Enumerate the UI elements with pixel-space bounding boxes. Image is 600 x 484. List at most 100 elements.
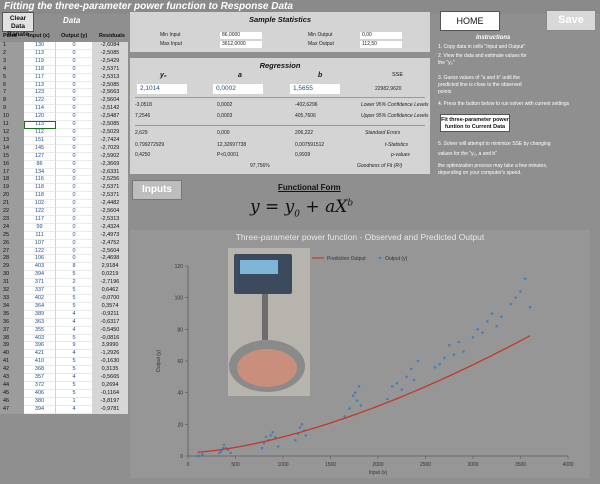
input-cell[interactable]: 113 xyxy=(24,49,56,58)
output-cell[interactable]: 4 xyxy=(56,350,92,359)
output-cell[interactable]: 0 xyxy=(56,160,92,169)
input-cell[interactable]: 410 xyxy=(24,358,56,367)
output-cell[interactable]: 0 xyxy=(56,247,92,256)
output-cell[interactable]: 0 xyxy=(56,105,92,114)
input-cell[interactable]: 145 xyxy=(24,144,56,153)
output-cell[interactable]: 0 xyxy=(56,144,92,153)
input-cell[interactable]: 118 xyxy=(24,192,56,201)
input-cell[interactable]: 122 xyxy=(24,247,56,256)
input-cell[interactable]: 403 xyxy=(24,263,56,272)
input-cell[interactable]: 355 xyxy=(24,326,56,335)
fit-function-button[interactable]: Fit three-parameter power funtion to Cur… xyxy=(440,114,510,132)
output-cell[interactable]: 4 xyxy=(56,326,92,335)
input-cell[interactable]: 421 xyxy=(24,350,56,359)
input-cell[interactable]: 122 xyxy=(24,97,56,106)
output-cell[interactable]: 8 xyxy=(56,263,92,272)
output-cell[interactable]: 0 xyxy=(56,89,92,98)
output-cell[interactable]: 0 xyxy=(56,215,92,224)
output-cell[interactable]: 0 xyxy=(56,239,92,248)
input-cell[interactable]: 402 xyxy=(24,295,56,303)
output-cell[interactable]: 4 xyxy=(56,310,92,319)
input-cell[interactable]: 396 xyxy=(24,342,56,351)
input-cell[interactable]: 151 xyxy=(24,136,56,145)
input-cell[interactable]: 113 xyxy=(24,121,56,129)
output-cell[interactable]: 0 xyxy=(56,49,92,58)
save-button[interactable]: Save xyxy=(546,10,596,31)
input-cell[interactable]: 357 xyxy=(24,374,56,382)
output-cell[interactable]: 0 xyxy=(56,57,92,66)
output-cell[interactable]: 4 xyxy=(56,374,92,382)
input-cell[interactable]: 107 xyxy=(24,239,56,248)
input-cell[interactable]: 114 xyxy=(24,105,56,114)
output-cell[interactable]: 0 xyxy=(56,176,92,185)
output-cell[interactable]: 5 xyxy=(56,334,92,343)
output-cell[interactable]: 1 xyxy=(56,397,92,406)
output-cell[interactable]: 5 xyxy=(56,287,92,295)
output-cell[interactable]: 5 xyxy=(56,366,92,375)
output-cell[interactable]: 5 xyxy=(56,302,92,311)
output-cell[interactable]: 0 xyxy=(56,81,92,90)
input-cell[interactable]: 389 xyxy=(24,310,56,319)
input-cell[interactable]: 119 xyxy=(24,57,56,66)
input-cell[interactable]: 112 xyxy=(24,128,56,137)
input-cell[interactable]: 337 xyxy=(24,287,56,295)
output-cell[interactable]: 0 xyxy=(56,208,92,216)
output-cell[interactable]: 2 xyxy=(56,279,92,288)
output-cell[interactable]: 0 xyxy=(56,231,92,240)
b-value[interactable]: 1,5655 xyxy=(290,84,340,94)
input-cell[interactable]: 134 xyxy=(24,168,56,177)
output-cell[interactable]: 0 xyxy=(56,152,92,161)
output-cell[interactable]: 0 xyxy=(56,65,92,74)
input-cell[interactable]: 99 xyxy=(24,223,56,232)
input-cell[interactable]: 371 xyxy=(24,279,56,288)
output-cell[interactable]: 0 xyxy=(56,113,92,122)
input-cell[interactable]: 372 xyxy=(24,381,56,390)
output-cell[interactable]: 5 xyxy=(56,271,92,280)
input-cell[interactable]: 117 xyxy=(24,215,56,224)
home-button[interactable]: HOME xyxy=(440,11,500,31)
input-cell[interactable]: 118 xyxy=(24,184,56,193)
output-cell[interactable]: 0 xyxy=(56,128,92,137)
input-cell[interactable]: 120 xyxy=(24,113,56,122)
input-cell[interactable]: 130 xyxy=(24,42,56,50)
input-cell[interactable]: 406 xyxy=(24,389,56,398)
output-cell[interactable]: 0 xyxy=(56,168,92,177)
input-cell[interactable]: 394 xyxy=(24,405,56,414)
output-cell[interactable]: 5 xyxy=(56,389,92,398)
input-cell[interactable]: 102 xyxy=(24,200,56,209)
clear-data-button[interactable]: Clear Data Ranate xyxy=(2,12,34,38)
input-cell[interactable]: 380 xyxy=(24,397,56,406)
output-cell[interactable]: 9 xyxy=(56,342,92,351)
input-cell[interactable]: 86 xyxy=(24,160,56,169)
output-cell[interactable]: 0 xyxy=(56,223,92,232)
input-cell[interactable]: 127 xyxy=(24,152,56,161)
input-cell[interactable]: 123 xyxy=(24,89,56,98)
input-cell[interactable]: 364 xyxy=(24,302,56,311)
output-cell[interactable]: 0 xyxy=(56,121,92,129)
output-cell[interactable]: 5 xyxy=(56,381,92,390)
output-cell[interactable]: 0 xyxy=(56,192,92,201)
output-cell[interactable]: 0 xyxy=(56,184,92,193)
output-cell[interactable]: 0 xyxy=(56,255,92,264)
input-cell[interactable]: 117 xyxy=(24,73,56,82)
input-cell[interactable]: 113 xyxy=(24,81,56,90)
input-cell[interactable]: 368 xyxy=(24,366,56,375)
inputs-button[interactable]: Inputs xyxy=(132,180,182,200)
output-cell[interactable]: 0 xyxy=(56,136,92,145)
output-cell[interactable]: 0 xyxy=(56,73,92,82)
input-cell[interactable]: 111 xyxy=(24,231,56,240)
input-cell[interactable]: 122 xyxy=(24,208,56,216)
output-cell[interactable]: 5 xyxy=(56,358,92,367)
a-value[interactable]: 0,0002 xyxy=(213,84,263,94)
output-cell[interactable]: 5 xyxy=(56,295,92,303)
output-cell[interactable]: 0 xyxy=(56,200,92,209)
input-cell[interactable]: 363 xyxy=(24,318,56,327)
input-cell[interactable]: 106 xyxy=(24,255,56,264)
output-cell[interactable]: 4 xyxy=(56,405,92,414)
input-cell[interactable]: 116 xyxy=(24,176,56,185)
y0-value[interactable]: 2,1014 xyxy=(137,84,187,94)
input-cell[interactable]: 403 xyxy=(24,334,56,343)
input-cell[interactable]: 394 xyxy=(24,271,56,280)
output-cell[interactable]: 4 xyxy=(56,318,92,327)
output-cell[interactable]: 0 xyxy=(56,97,92,106)
